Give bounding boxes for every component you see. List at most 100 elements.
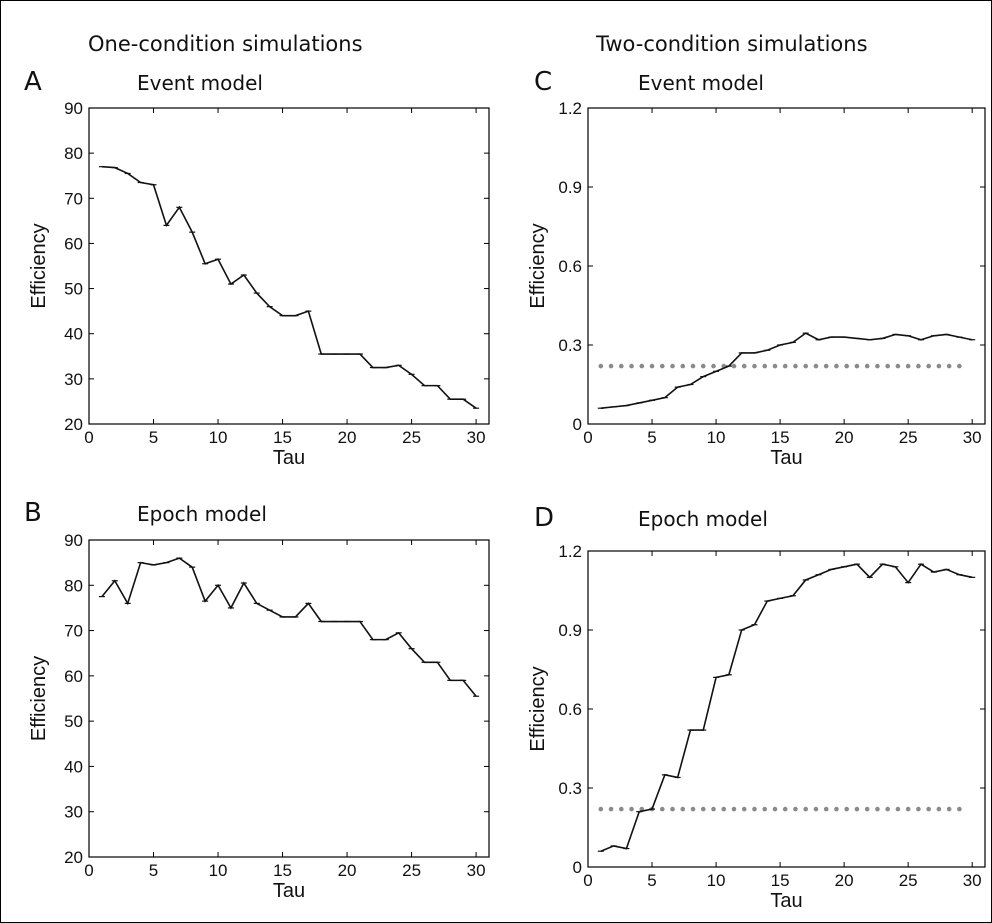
reference-dot <box>598 806 604 812</box>
reference-dot <box>793 363 798 369</box>
reference-dot <box>793 806 798 812</box>
y-axis-label-a: Efficiency <box>28 223 50 308</box>
reference-dot <box>752 806 757 812</box>
reference-dot <box>772 363 778 369</box>
reference-dot <box>731 806 737 812</box>
x-tick-label-b: 30 <box>467 861 486 880</box>
reference-dot <box>875 806 880 812</box>
panel-c: C Event model 0 5 10 15 20 25 30 0 0.3 0.6 0.9 1.2 Tau… <box>527 67 986 469</box>
reference-dot <box>731 363 737 369</box>
reference-dot <box>834 806 839 812</box>
reference-dot <box>680 806 686 812</box>
x-axis-label-b: Tau <box>273 880 305 902</box>
reference-dot <box>803 363 809 369</box>
reference-dot <box>813 363 819 369</box>
reference-dot <box>946 363 952 369</box>
reference-dot <box>670 806 675 812</box>
reference-dot <box>598 363 604 369</box>
y-tick-label-a: 30 <box>64 370 83 389</box>
heading-one-condition: One-condition simulations <box>88 32 363 56</box>
reference-dot <box>957 806 962 812</box>
y-tick-label-b: 50 <box>64 712 83 731</box>
reference-dot <box>905 806 911 812</box>
x-tick-label-d: 15 <box>771 871 790 890</box>
panel-title-c: Event model <box>638 71 764 95</box>
x-tick-label-d: 10 <box>707 871 726 890</box>
panel-b: B Epoch model 0 5 10 15 20 25 30 20 30 40 50 60 70 80 90… <box>24 498 490 902</box>
reference-dot <box>700 806 706 812</box>
reference-dot <box>834 363 839 369</box>
y-tick-label-b: 30 <box>64 803 83 822</box>
y-tick-label-b: 80 <box>64 576 83 595</box>
reference-dot <box>875 363 880 369</box>
y-tick-label-c: 0.3 <box>558 336 582 355</box>
reference-dot <box>670 363 675 369</box>
y-tick-label-a: 90 <box>64 99 83 118</box>
reference-dot <box>680 363 686 369</box>
reference-dot <box>803 806 809 812</box>
reference-dot <box>659 363 665 369</box>
reference-dot <box>741 363 747 369</box>
panel-a: A Event model 0 5 10 15 20 25 30 20 30 40 50 60 70 80 90… <box>24 67 490 469</box>
reference-dot <box>629 363 634 369</box>
x-tick-label-c: 20 <box>835 428 854 447</box>
series-line-a <box>101 165 477 409</box>
reference-dot <box>854 363 860 369</box>
reference-dot <box>618 806 624 812</box>
panel-letter-d: D <box>534 503 554 533</box>
x-tick-label-b: 10 <box>209 861 228 880</box>
series-line-c <box>600 332 973 409</box>
series-line-b <box>101 557 477 697</box>
reference-dot <box>711 806 716 812</box>
plot-area-c <box>587 107 986 425</box>
x-tick-label-a: 30 <box>467 428 486 447</box>
reference-line-c <box>598 363 962 369</box>
reference-dot <box>926 806 931 812</box>
reference-dot <box>782 806 788 812</box>
reference-dot <box>629 806 634 812</box>
reference-dot <box>936 363 942 369</box>
y-axis-label-d: Efficiency <box>527 666 549 751</box>
reference-dot <box>926 363 931 369</box>
x-tick-label-a: 5 <box>149 428 158 447</box>
x-tick-label-d: 30 <box>963 871 982 890</box>
reference-dot <box>916 363 921 369</box>
series-line-d <box>600 563 973 852</box>
reference-dot <box>905 363 911 369</box>
x-tick-label-c: 5 <box>647 428 656 447</box>
x-tick-label-c: 10 <box>707 428 726 447</box>
reference-dot <box>752 363 757 369</box>
panel-letter-a: A <box>24 67 42 97</box>
reference-dot <box>782 363 788 369</box>
reference-dot <box>936 806 942 812</box>
reference-dot <box>618 363 624 369</box>
panel-title-d: Epoch model <box>638 507 768 531</box>
reference-dot <box>608 806 614 812</box>
reference-dot <box>608 363 614 369</box>
x-tick-label-b: 5 <box>149 861 158 880</box>
plot-area-d <box>587 550 986 868</box>
reference-dot <box>823 363 829 369</box>
y-tick-label-d: 0 <box>573 858 582 877</box>
x-tick-label-b: 20 <box>338 861 357 880</box>
x-tick-label-c: 25 <box>899 428 918 447</box>
reference-dot <box>721 806 727 812</box>
y-tick-label-c: 0 <box>573 415 582 434</box>
panel-title-b: Epoch model <box>137 502 267 526</box>
y-tick-label-a: 70 <box>64 189 83 208</box>
y-tick-label-b: 70 <box>64 622 83 641</box>
reference-dot <box>711 363 716 369</box>
y-tick-label-a: 50 <box>64 280 83 299</box>
reference-dot <box>823 806 829 812</box>
heading-two-condition: Two-condition simulations <box>595 32 868 56</box>
reference-dot <box>690 806 696 812</box>
y-tick-label-a: 20 <box>64 415 83 434</box>
reference-dot <box>864 806 870 812</box>
reference-dot <box>885 363 890 369</box>
y-tick-label-c: 0.9 <box>558 178 582 197</box>
reference-dot <box>762 363 768 369</box>
x-tick-label-b: 15 <box>273 861 292 880</box>
x-tick-label-a: 0 <box>84 428 93 447</box>
reference-dot <box>957 363 962 369</box>
